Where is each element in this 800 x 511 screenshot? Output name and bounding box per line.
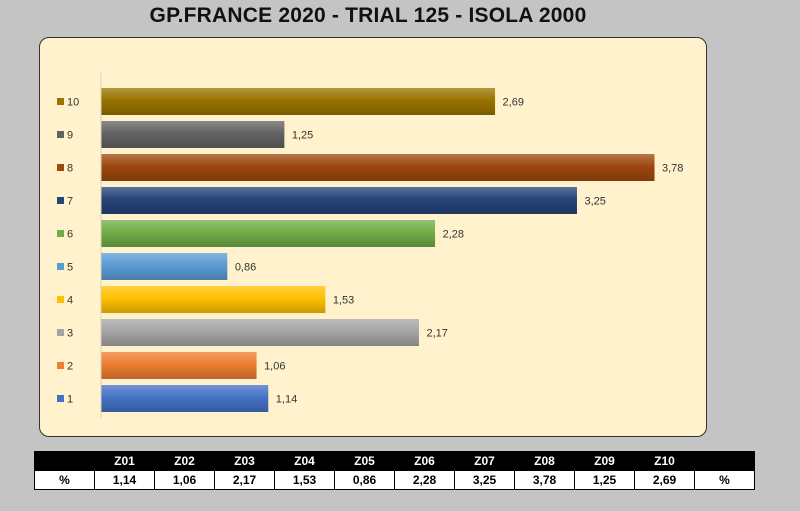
bar-2 xyxy=(101,352,257,379)
legend-swatch-8 xyxy=(57,164,64,171)
legend-swatch-5 xyxy=(57,263,64,270)
bar-3 xyxy=(101,319,419,346)
data-label-6: 2,28 xyxy=(443,229,464,241)
legend-label-8: 8 xyxy=(67,163,73,175)
legend-label-7: 7 xyxy=(67,196,73,208)
data-table: Z01 Z02 Z03 Z04 Z05 Z06 Z07 Z08 Z09 Z10 … xyxy=(34,451,755,490)
data-label-10: 2,69 xyxy=(503,97,524,109)
legend-swatch-4 xyxy=(57,296,64,303)
data-label-1: 1,14 xyxy=(276,394,297,406)
table-header-cell: Z04 xyxy=(274,451,335,471)
legend-label-10: 10 xyxy=(67,97,79,109)
table-value-cell: 2,28 xyxy=(394,470,455,490)
table-header-cell: Z09 xyxy=(574,451,635,471)
data-label-8: 3,78 xyxy=(662,163,683,175)
data-label-4: 1,53 xyxy=(333,295,354,307)
bar-9 xyxy=(101,121,285,148)
table-row-label: % xyxy=(34,470,95,490)
legend-swatch-7 xyxy=(57,197,64,204)
table-header-cell: Z02 xyxy=(154,451,215,471)
table-value-cell: 0,86 xyxy=(334,470,395,490)
table-header-cell xyxy=(34,451,95,471)
legend-label-5: 5 xyxy=(67,262,73,274)
legend-swatch-1 xyxy=(57,395,64,402)
table-header-cell: Z10 xyxy=(634,451,695,471)
table-value-cell: 1,06 xyxy=(154,470,215,490)
table-value-cell: 3,78 xyxy=(514,470,575,490)
data-label-2: 1,06 xyxy=(264,361,285,373)
legend-label-4: 4 xyxy=(67,295,73,307)
table-value-cell: 1,53 xyxy=(274,470,335,490)
chart-title: GP.FRANCE 2020 - TRIAL 125 - ISOLA 2000 xyxy=(149,4,587,27)
legend-label-1: 1 xyxy=(67,394,73,406)
table-header-cell: Z08 xyxy=(514,451,575,471)
table-header-cell: Z05 xyxy=(334,451,395,471)
legend-label-9: 9 xyxy=(67,130,73,142)
table-value-cell: 1,25 xyxy=(574,470,635,490)
bar-1 xyxy=(101,385,269,412)
chart-area: 1,14 1 1,06 2 2,17 3 1,53 4 0,86 5 2,28 6 3,25 7 3,78 8… xyxy=(39,37,707,437)
bar-7 xyxy=(101,187,577,214)
table-header-cell: Z01 xyxy=(94,451,155,471)
table-header-cell: Z03 xyxy=(214,451,275,471)
legend-swatch-2 xyxy=(57,362,64,369)
bar-5 xyxy=(101,253,228,280)
bar-chart: 1,14 1 1,06 2 2,17 3 1,53 4 0,86 5 2,28 6 3,25 7 3,78 8… xyxy=(57,73,683,418)
legend-label-6: 6 xyxy=(67,229,73,241)
legend-swatch-3 xyxy=(57,329,64,336)
data-label-9: 1,25 xyxy=(292,130,313,142)
table-value-cell: 3,25 xyxy=(454,470,515,490)
data-label-3: 2,17 xyxy=(426,328,447,340)
bar-8 xyxy=(101,154,655,181)
legend-label-3: 3 xyxy=(67,328,73,340)
table-value-cell: 2,17 xyxy=(214,470,275,490)
table-header-cell: Z06 xyxy=(394,451,455,471)
table-row-label: % xyxy=(694,470,755,490)
data-label-7: 3,25 xyxy=(584,196,605,208)
bar-6 xyxy=(101,220,436,247)
data-label-5: 0,86 xyxy=(235,262,256,274)
bar-10 xyxy=(101,88,496,115)
legend-swatch-10 xyxy=(57,98,64,105)
table-value-cell: 2,69 xyxy=(634,470,695,490)
table-header-row: Z01 Z02 Z03 Z04 Z05 Z06 Z07 Z08 Z09 Z10 xyxy=(34,451,755,471)
legend-swatch-9 xyxy=(57,131,64,138)
table-value-cell: 1,14 xyxy=(94,470,155,490)
table-header-cell xyxy=(694,451,755,471)
table-header-cell: Z07 xyxy=(454,451,515,471)
table-value-row: % 1,14 1,06 2,17 1,53 0,86 2,28 3,25 3,7… xyxy=(34,470,755,490)
bar-4 xyxy=(101,286,326,313)
legend-label-2: 2 xyxy=(67,361,73,373)
legend-swatch-6 xyxy=(57,230,64,237)
